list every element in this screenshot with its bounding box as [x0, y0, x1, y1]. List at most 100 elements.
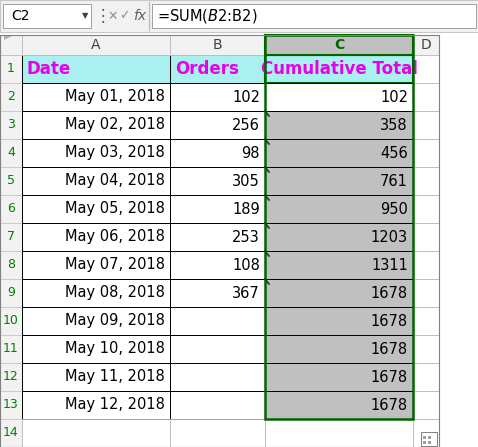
Text: 14: 14 — [3, 426, 19, 439]
Text: ⋮: ⋮ — [95, 7, 112, 25]
Bar — [0, 55, 22, 83]
Polygon shape — [4, 36, 12, 40]
Bar — [0, 363, 22, 391]
Text: =SUM($B$2:B2): =SUM($B$2:B2) — [157, 7, 258, 25]
Bar — [265, 83, 413, 111]
Text: 108: 108 — [232, 257, 260, 273]
Bar — [22, 419, 170, 447]
Text: 1678: 1678 — [371, 286, 408, 300]
Text: 1: 1 — [7, 63, 15, 76]
Bar — [413, 251, 439, 279]
Bar — [428, 441, 431, 444]
Text: May 07, 2018: May 07, 2018 — [65, 257, 165, 273]
Bar — [265, 111, 413, 139]
Bar — [265, 167, 413, 195]
Text: Cumulative Total: Cumulative Total — [261, 60, 417, 78]
Text: 3: 3 — [7, 118, 15, 131]
Bar — [170, 279, 265, 307]
Text: 2: 2 — [7, 90, 15, 104]
Bar — [170, 139, 265, 167]
Bar — [3, 4, 91, 28]
Text: 5: 5 — [7, 174, 15, 187]
Bar — [0, 223, 22, 251]
Bar — [170, 195, 265, 223]
Bar — [170, 251, 265, 279]
Text: 9: 9 — [7, 287, 15, 299]
Bar — [0, 35, 22, 55]
Bar — [413, 35, 439, 55]
Text: 305: 305 — [232, 173, 260, 189]
Text: C2: C2 — [11, 9, 30, 23]
Text: Orders: Orders — [175, 60, 239, 78]
Text: 10: 10 — [3, 315, 19, 328]
Text: 1678: 1678 — [371, 313, 408, 329]
Bar — [265, 55, 413, 83]
Text: May 04, 2018: May 04, 2018 — [65, 173, 165, 189]
Bar — [265, 335, 413, 363]
Bar — [170, 35, 265, 55]
Bar — [170, 223, 265, 251]
Bar — [22, 55, 170, 83]
Bar — [0, 195, 22, 223]
Bar — [152, 4, 476, 28]
Bar — [413, 223, 439, 251]
Bar — [0, 111, 22, 139]
Bar — [265, 35, 413, 55]
Bar — [170, 363, 265, 391]
Bar — [421, 432, 437, 446]
Bar — [423, 436, 426, 439]
Text: 7: 7 — [7, 231, 15, 244]
Text: 102: 102 — [232, 89, 260, 105]
Text: 1203: 1203 — [371, 229, 408, 245]
Bar — [22, 223, 170, 251]
Text: May 05, 2018: May 05, 2018 — [65, 202, 165, 216]
Bar — [265, 195, 413, 223]
Bar — [170, 419, 265, 447]
Bar — [413, 195, 439, 223]
Text: 1311: 1311 — [371, 257, 408, 273]
Bar — [170, 55, 265, 83]
Bar — [413, 335, 439, 363]
Bar — [22, 139, 170, 167]
Bar — [265, 307, 413, 335]
Bar — [170, 111, 265, 139]
Text: 11: 11 — [3, 342, 19, 355]
Bar — [22, 83, 170, 111]
Bar — [0, 391, 22, 419]
Text: 950: 950 — [380, 202, 408, 216]
Bar — [170, 391, 265, 419]
Bar — [265, 35, 413, 419]
Text: ✓: ✓ — [119, 9, 130, 22]
Text: 1678: 1678 — [371, 370, 408, 384]
Bar — [265, 391, 413, 419]
Text: ✕: ✕ — [107, 9, 118, 22]
Text: 761: 761 — [380, 173, 408, 189]
Text: May 03, 2018: May 03, 2018 — [65, 146, 165, 160]
Bar — [22, 167, 170, 195]
Text: May 12, 2018: May 12, 2018 — [65, 397, 165, 413]
Text: 102: 102 — [380, 89, 408, 105]
Bar — [413, 83, 439, 111]
Bar — [265, 223, 413, 251]
Text: 189: 189 — [232, 202, 260, 216]
Text: May 11, 2018: May 11, 2018 — [65, 370, 165, 384]
Text: 13: 13 — [3, 398, 19, 412]
Bar — [265, 279, 413, 307]
Bar — [413, 55, 439, 83]
Text: 253: 253 — [232, 229, 260, 245]
Text: May 01, 2018: May 01, 2018 — [65, 89, 165, 105]
Bar — [413, 279, 439, 307]
Bar — [0, 279, 22, 307]
Bar — [265, 363, 413, 391]
Bar — [0, 251, 22, 279]
Bar — [170, 167, 265, 195]
Bar — [170, 307, 265, 335]
Bar — [413, 391, 439, 419]
Bar — [22, 363, 170, 391]
Bar — [0, 335, 22, 363]
Bar — [428, 436, 431, 439]
Bar — [22, 307, 170, 335]
Text: B: B — [213, 38, 222, 52]
Bar — [22, 251, 170, 279]
Text: D: D — [421, 38, 431, 52]
